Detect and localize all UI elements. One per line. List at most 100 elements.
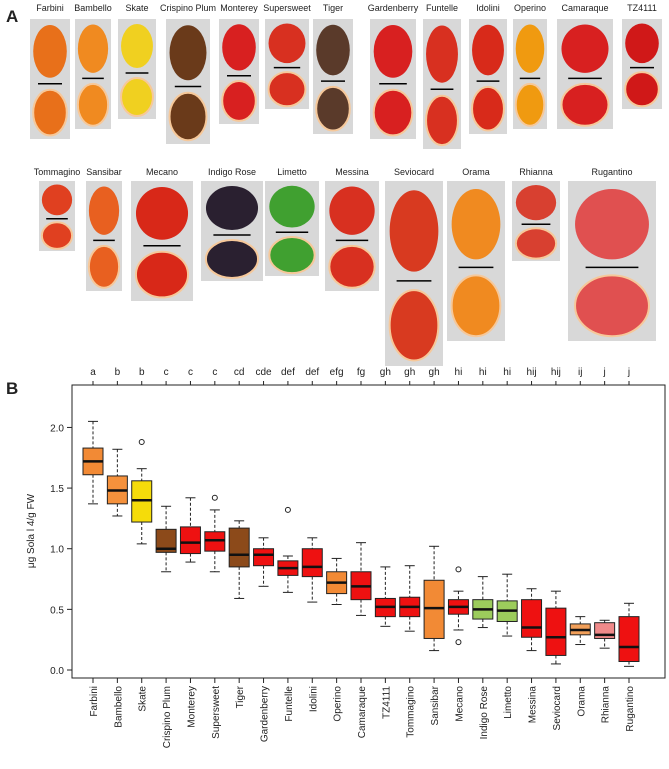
x-tick-label: Idolini: [308, 686, 319, 712]
x-tick-label: Limetto: [503, 686, 514, 719]
group-letter: gh: [429, 367, 440, 378]
x-tick-label: Operino: [333, 686, 344, 722]
group-letter: c: [212, 367, 217, 378]
x-tick-label: Tommagino: [406, 686, 417, 738]
x-tick-label: TZ4111: [381, 686, 392, 719]
x-tick-label: Supersweet: [211, 686, 222, 739]
tomato: [268, 23, 306, 64]
variety-label: Mecano: [146, 167, 178, 177]
tomato-cut: [372, 88, 414, 137]
box: [179, 526, 201, 555]
tomato: [41, 184, 73, 216]
tomato: [316, 24, 350, 76]
tomato-cut: [328, 244, 376, 289]
tomato-cut: [268, 236, 316, 275]
tomato-cut: [87, 244, 121, 289]
box: [228, 527, 250, 568]
tomato: [561, 24, 609, 73]
y-tick-label: 1.5: [50, 484, 64, 495]
variety-label: Rhianna: [519, 167, 553, 177]
group-letter: def: [281, 367, 295, 378]
box: [301, 548, 323, 578]
variety-label: Rugantino: [591, 167, 632, 177]
group-letter: gh: [404, 367, 415, 378]
tomato-cut: [168, 91, 208, 142]
tomato: [472, 24, 504, 76]
variety-label: Indigo Rose: [208, 167, 256, 177]
tomato-cut: [315, 85, 351, 132]
x-tick-label: Skate: [138, 686, 149, 712]
group-letter: hi: [479, 367, 487, 378]
tomato-cut: [425, 94, 459, 147]
tomato-cut: [560, 82, 610, 127]
x-tick-label: Tiger: [235, 685, 246, 708]
group-letter: j: [627, 367, 630, 378]
tomato: [135, 187, 189, 240]
outlier: [211, 494, 218, 501]
tomato-cut: [120, 77, 154, 117]
variety-label: TZ4111: [627, 3, 657, 13]
variety-label: Gardenberry: [368, 3, 419, 13]
y-axis-label: μg Sola l 4/g FW: [26, 493, 37, 568]
group-letter: c: [164, 367, 169, 378]
variety-label: Seviocard: [394, 167, 434, 177]
tomato-cut: [134, 250, 190, 299]
tomato: [88, 186, 120, 235]
group-letter: b: [139, 367, 145, 378]
x-tick-label: Rhianna: [601, 686, 612, 724]
tomato-cut: [514, 82, 546, 127]
group-letter: hij: [551, 367, 561, 378]
group-letter: j: [603, 367, 606, 378]
x-tick-label: Seviocard: [552, 686, 563, 730]
plot-frame: [71, 384, 666, 679]
box: [545, 607, 567, 656]
group-letter: b: [115, 367, 121, 378]
variety-label: Camaraque: [561, 3, 608, 13]
variety-label: Funtelle: [426, 3, 458, 13]
y-tick-label: 2.0: [50, 423, 64, 434]
tomato: [515, 24, 545, 73]
tomato: [515, 185, 557, 221]
tomato-cut: [450, 274, 502, 338]
x-tick-label: Rugantino: [625, 686, 636, 732]
x-tick-label: Indigo Rose: [479, 686, 490, 740]
tomato: [205, 186, 259, 230]
tomato: [373, 25, 413, 78]
x-tick-label: Bambello: [113, 686, 124, 728]
box: [155, 528, 177, 553]
tomato-cut: [32, 88, 68, 137]
tomato: [389, 190, 439, 272]
variety-label: Limetto: [277, 167, 307, 177]
variety-label: Orama: [462, 167, 490, 177]
group-letter: a: [90, 367, 96, 378]
x-tick-label: Farbini: [89, 686, 100, 717]
tomato: [426, 25, 458, 83]
group-letter: fg: [357, 367, 365, 378]
box: [521, 599, 543, 638]
x-tick-label: Orama: [576, 686, 587, 717]
tomato-cut: [388, 289, 440, 362]
panel-label: A: [6, 7, 18, 26]
variety-label: Tiger: [323, 3, 343, 13]
tomato: [77, 24, 109, 73]
group-letter: c: [188, 367, 193, 378]
x-tick-label: Crispino Plum: [162, 686, 173, 748]
tomato-cut: [267, 71, 307, 108]
tomato: [169, 25, 207, 81]
variety-label: Idolini: [476, 3, 500, 13]
variety-label: Tommagino: [34, 167, 81, 177]
variety-label: Crispino Plum: [160, 3, 216, 13]
tomato-cut: [471, 85, 505, 132]
outlier: [138, 438, 145, 445]
outlier: [455, 639, 462, 646]
outlier: [455, 566, 462, 573]
tomato: [625, 23, 659, 64]
tomato-cut: [514, 227, 558, 260]
variety-label: Sansibar: [86, 167, 122, 177]
tomato-cut: [76, 82, 110, 127]
y-tick-label: 0.0: [50, 666, 64, 677]
tomato: [269, 185, 315, 228]
tomato: [121, 24, 153, 68]
